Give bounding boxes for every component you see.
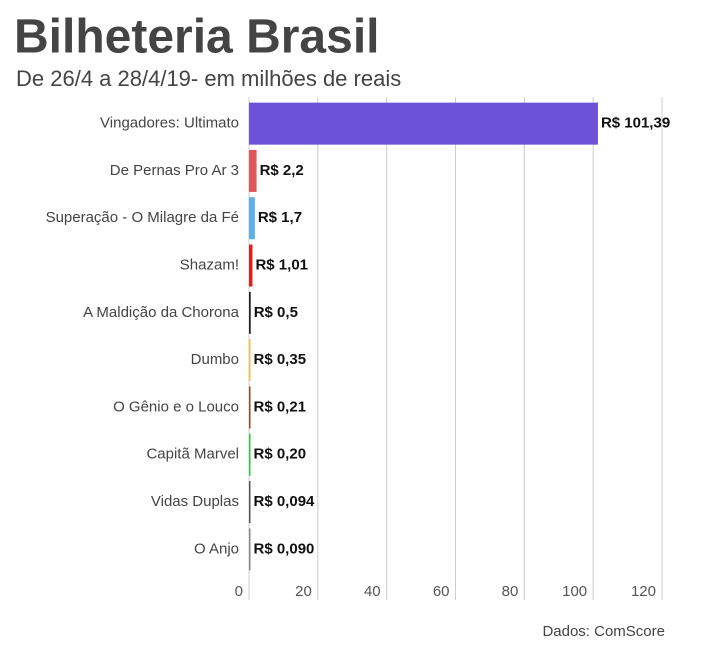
x-tick-label: 100 (562, 583, 587, 600)
y-tick-label: Vingadores: Ultimato (100, 115, 239, 132)
value-label: R$ 0,5 (254, 304, 298, 321)
y-tick-label: Vidas Duplas (151, 493, 239, 510)
y-tick-label: O Anjo (194, 540, 239, 557)
value-label: R$ 0,21 (254, 398, 307, 415)
y-tick-label: Superação - O Milagre da Fé (46, 209, 239, 226)
value-label: R$ 101,39 (601, 115, 670, 132)
source: Dados: ComScore (542, 623, 665, 640)
x-tick-label: 20 (295, 583, 312, 600)
y-tick-label: De Pernas Pro Ar 3 (110, 162, 239, 179)
bar (249, 197, 255, 240)
bar (249, 244, 253, 287)
x-tick-label: 40 (364, 583, 381, 600)
bar (249, 102, 598, 145)
value-label: R$ 0,094 (254, 493, 316, 510)
value-label: R$ 0,090 (254, 540, 315, 557)
value-label: R$ 0,35 (254, 351, 307, 368)
x-tick-label: 60 (433, 583, 450, 600)
bar (249, 291, 251, 334)
bar (249, 149, 257, 192)
chart-subtitle: De 26/4 a 28/4/19- em milhões de reais (16, 66, 401, 91)
value-label: R$ 1,7 (258, 209, 302, 226)
x-tick-label: 120 (631, 583, 656, 600)
value-label: R$ 1,01 (255, 257, 308, 274)
bar (249, 528, 251, 571)
bar (249, 481, 251, 524)
x-tick-label: 0 (235, 583, 243, 600)
x-tick-label: 80 (502, 583, 519, 600)
value-label: R$ 0,20 (254, 446, 307, 463)
bar (249, 386, 251, 429)
bar (249, 339, 251, 382)
y-tick-label: Capitã Marvel (146, 446, 239, 463)
y-tick-label: A Maldição da Chorona (83, 304, 240, 321)
bar (249, 433, 251, 476)
y-tick-label: Shazam! (180, 257, 239, 274)
chart-title: Bilheteria Brasil (14, 11, 379, 64)
y-tick-label: Dumbo (191, 351, 239, 368)
value-label: R$ 2,2 (260, 162, 304, 179)
y-tick-label: O Gênio e o Louco (113, 398, 239, 415)
